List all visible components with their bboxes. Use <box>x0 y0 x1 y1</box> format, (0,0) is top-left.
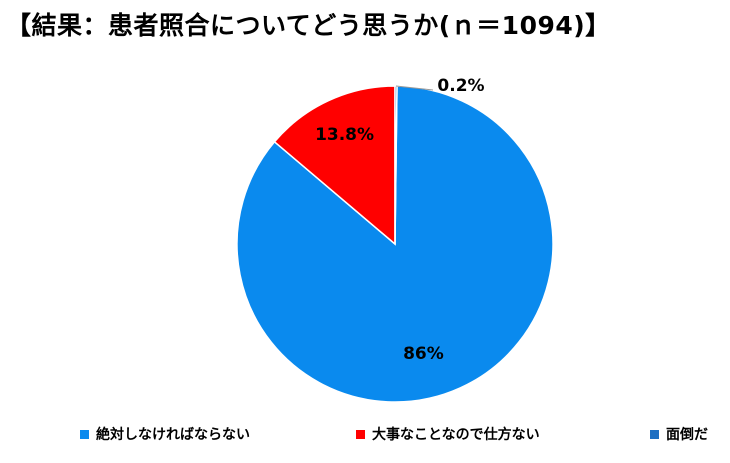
slice-label-2: 0.2% <box>437 76 484 96</box>
legend-label-2: 面倒だ <box>666 427 708 443</box>
legend-swatch-1 <box>356 429 365 439</box>
legend-label-1: 大事なことなので仕方ない <box>372 427 540 443</box>
slice-label-1: 13.8% <box>315 125 374 145</box>
legend-item-0: 絶対しなければならない <box>80 424 250 444</box>
chart-title: 【結果：患者照合についてどう思うか(ｎ＝1094)】 <box>6 11 611 40</box>
leader-line <box>395 85 434 91</box>
slice-label-0: 86% <box>403 344 444 364</box>
legend-item-2: 面倒だ <box>650 424 708 444</box>
pie-slice-0 <box>236 85 554 403</box>
legend-swatch-0 <box>80 429 89 439</box>
pie-slice-1 <box>273 85 396 246</box>
legend-item-1: 大事なことなので仕方ない <box>356 424 540 444</box>
legend-label-0: 絶対しなければならない <box>96 427 250 443</box>
legend: 絶対しなければならない 大事なことなので仕方ない 面倒だ <box>0 424 730 448</box>
legend-swatch-2 <box>650 429 659 439</box>
